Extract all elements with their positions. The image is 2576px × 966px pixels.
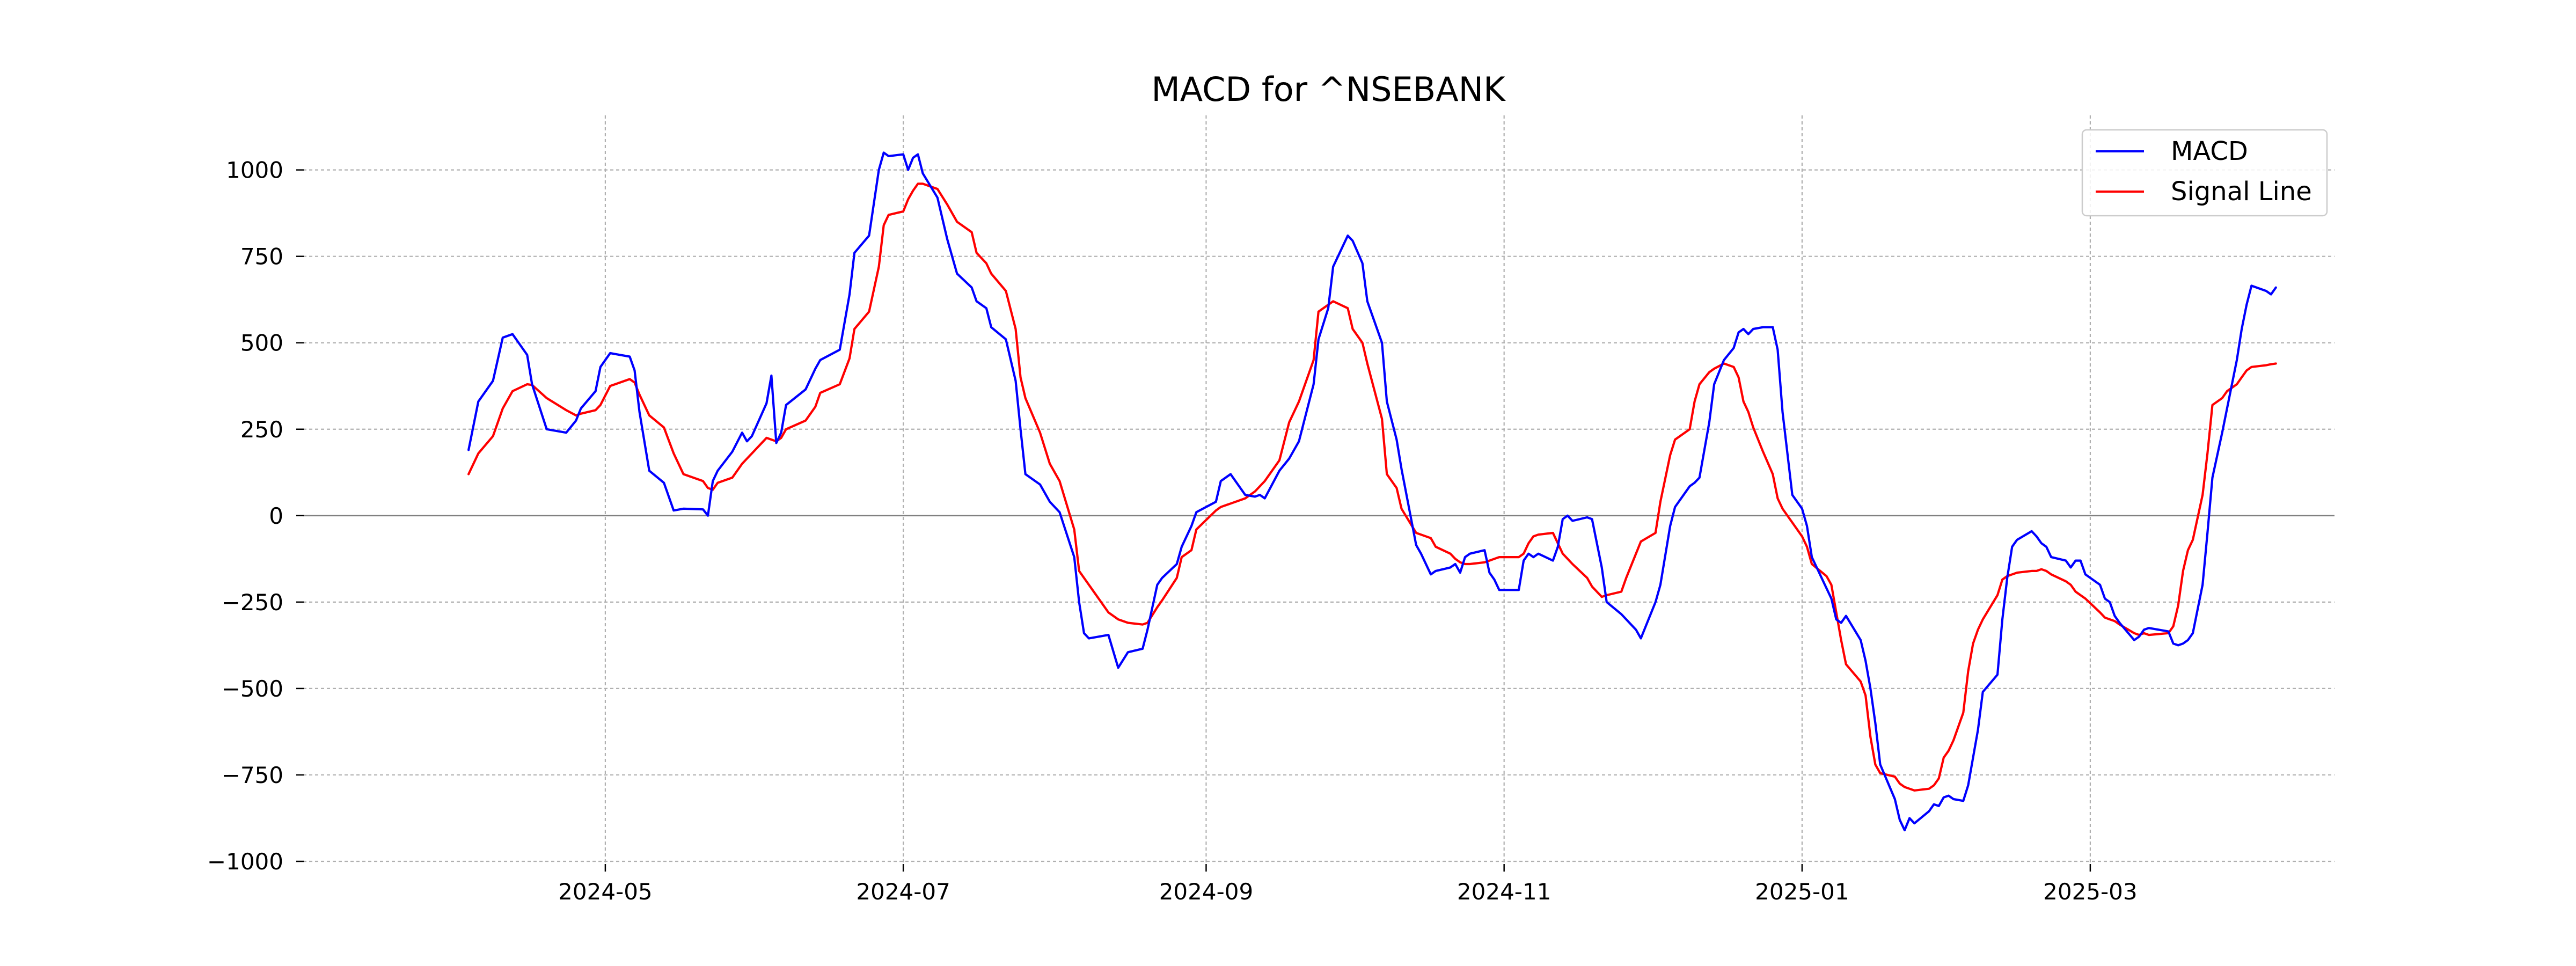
series-layer xyxy=(467,151,2277,832)
y-tick-label: 1000 xyxy=(226,157,283,184)
x-tick-label: 2025-01 xyxy=(1755,879,1849,905)
legend: MACD Signal Line xyxy=(2081,129,2328,217)
y-tick-label: −750 xyxy=(222,762,283,788)
y-tick-label: −250 xyxy=(222,589,283,616)
y-tick-label: 250 xyxy=(240,416,283,443)
axis-layer: 2024-05 2024-07 2024-09 2024-11 2025-01 2025-… xyxy=(207,157,2138,905)
x-tick-label: 2024-07 xyxy=(856,879,950,905)
legend-label-macd: MACD xyxy=(2171,136,2248,166)
y-tick-label: 0 xyxy=(269,503,283,529)
series-line-macd xyxy=(467,151,2277,832)
x-tick-label: 2024-11 xyxy=(1457,879,1552,905)
series-line-signal-line xyxy=(467,182,2277,792)
y-tick-label: 750 xyxy=(240,244,283,270)
y-tick-label: 500 xyxy=(240,330,283,356)
chart-title: MACD for ^NSEBANK xyxy=(1151,70,1506,109)
legend-label-signal-line: Signal Line xyxy=(2171,177,2312,207)
grid-layer xyxy=(303,115,2334,864)
x-tick-label: 2024-09 xyxy=(1159,879,1254,905)
x-tick-label: 2025-03 xyxy=(2043,879,2138,905)
x-tick-label: 2024-05 xyxy=(558,879,653,905)
y-tick-label: −500 xyxy=(222,676,283,702)
y-tick-label: −1000 xyxy=(207,848,283,875)
